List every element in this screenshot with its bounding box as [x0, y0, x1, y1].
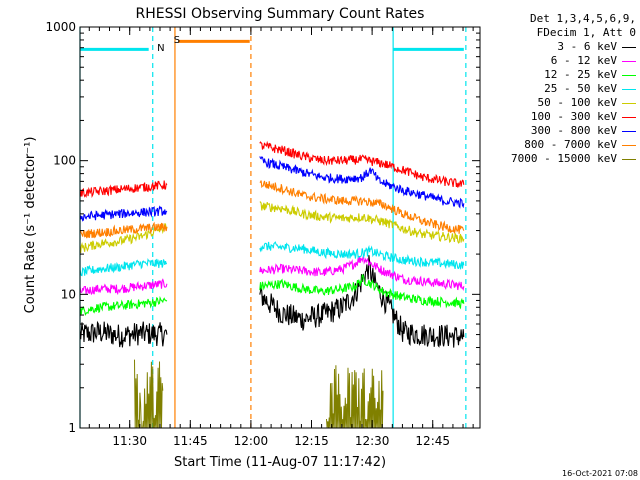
series-line-8-1	[326, 365, 384, 429]
legend-label: 800 - 7000 keV	[524, 138, 617, 151]
chart-title: RHESSI Observing Summary Count Rates	[136, 6, 425, 22]
plot-frame	[79, 26, 481, 429]
axes: 1 10 100 1000 11:30 11:45 12:00 12:15 12:30 12:45	[45, 20, 481, 448]
y-tick-label: 1000	[45, 20, 76, 34]
x-tick-label: 12:00	[234, 434, 269, 448]
annotations: SN	[157, 35, 180, 54]
series-line-4-1	[259, 201, 465, 244]
legend-entry-7: 800 - 7000 keV	[480, 138, 636, 152]
series-line-3-1	[259, 241, 465, 270]
legend-label: 300 - 800 keV	[530, 124, 617, 137]
series-lines	[79, 140, 465, 429]
series-line-1-0	[79, 278, 168, 296]
legend-entry-0: 3 - 6 keV	[480, 40, 636, 54]
legend-entry-1: 6 - 12 keV	[480, 54, 636, 68]
y-tick-label: 1	[68, 421, 76, 435]
x-tick-label: 12:45	[415, 434, 450, 448]
timestamp: 16-Oct-2021 07:08	[562, 469, 638, 478]
legend-swatch	[622, 116, 636, 118]
series-line-3-0	[79, 258, 168, 277]
annotation-N: N	[157, 43, 164, 54]
x-tick-label: 12:15	[294, 434, 329, 448]
x-tick-label: 11:30	[112, 434, 147, 448]
legend-swatch	[622, 102, 636, 104]
y-tick-label: 10	[61, 287, 76, 301]
legend-swatch	[622, 74, 636, 76]
legend-header-1: Det 1,3,4,5,6,9,	[530, 12, 636, 25]
x-tick-label: 12:30	[355, 434, 390, 448]
series-line-2-1	[259, 273, 465, 310]
legend: Det 1,3,4,5,6,9, FDecim 1, Att 0 3 - 6 k…	[480, 12, 636, 166]
legend-label: 25 - 50 keV	[544, 82, 617, 95]
legend-entry-3: 25 - 50 keV	[480, 82, 636, 96]
series-line-4-0	[79, 223, 168, 253]
series-line-2-0	[79, 295, 168, 316]
series-line-6-0	[79, 205, 168, 222]
series-line-7-0	[79, 221, 168, 239]
legend-swatch	[622, 60, 636, 62]
legend-entry-6: 300 - 800 keV	[480, 124, 636, 138]
legend-label: 50 - 100 keV	[537, 96, 617, 109]
series-line-8-0	[134, 359, 164, 429]
x-axis-label: Start Time (11-Aug-07 11:17:42)	[174, 455, 386, 470]
series-line-0-1	[259, 255, 465, 348]
legend-header-2: FDecim 1, Att 0	[536, 26, 636, 39]
series-line-1-1	[259, 255, 465, 291]
legend-entry-5: 100 - 300 keV	[480, 110, 636, 124]
legend-entries: 3 - 6 keV 6 - 12 keV 12 - 25 keV 25 - 50 ke…	[480, 40, 636, 166]
annotation-S: S	[174, 35, 180, 46]
legend-entry-8: 7000 - 15000 keV	[480, 152, 636, 166]
legend-swatch	[622, 158, 636, 160]
series-line-5-1	[259, 140, 465, 188]
x-tick-label: 11:45	[173, 434, 208, 448]
legend-label: 100 - 300 keV	[530, 110, 617, 123]
legend-entry-2: 12 - 25 keV	[480, 68, 636, 82]
series-line-6-1	[259, 156, 465, 209]
y-axis-label: Count Rate (s⁻¹ detector⁻¹)	[23, 137, 38, 314]
legend-swatch	[622, 144, 636, 146]
legend-label: 7000 - 15000 keV	[511, 152, 617, 165]
legend-swatch	[622, 88, 636, 90]
flag-bands	[80, 39, 464, 51]
vertical-markers	[79, 27, 467, 428]
series-line-0-0	[79, 320, 168, 348]
legend-entry-4: 50 - 100 keV	[480, 96, 636, 110]
legend-swatch	[622, 46, 636, 48]
series-line-5-0	[79, 180, 168, 198]
legend-label: 3 - 6 keV	[557, 40, 617, 53]
legend-label: 6 - 12 keV	[550, 54, 617, 67]
y-tick-label: 100	[53, 154, 76, 168]
legend-swatch	[622, 130, 636, 132]
legend-label: 12 - 25 keV	[544, 68, 617, 81]
series-line-7-1	[259, 180, 465, 234]
